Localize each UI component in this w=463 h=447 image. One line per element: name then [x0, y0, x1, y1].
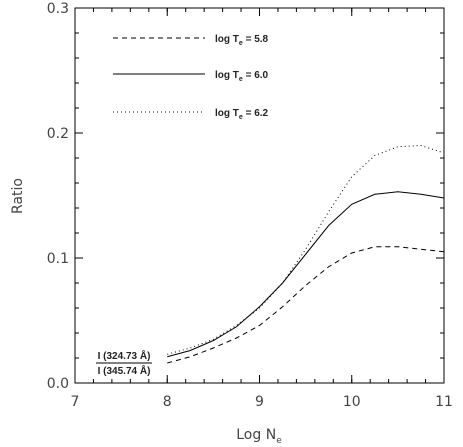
x-tick-label: 9: [255, 394, 264, 410]
legend-label-value: = 5.8: [243, 34, 269, 45]
x-axis-label: Log Ne: [236, 427, 282, 446]
x-tick-label: 8: [163, 394, 172, 410]
legend-label-subscript: e: [239, 40, 243, 47]
series-line-dashed: [167, 246, 445, 364]
y-tick-label: 0.1: [47, 251, 69, 267]
legend-label-name: log T: [215, 108, 239, 119]
series-layer: [167, 144, 445, 364]
legend-label: log Te = 6.2: [215, 108, 269, 121]
legend-label-name: log T: [215, 34, 239, 45]
plot-frame: [74, 7, 445, 384]
ratio-annotation: I (324.73 Å) I (345.74 Å): [96, 349, 152, 377]
ratio-denominator: I (345.74 Å): [98, 364, 151, 377]
legend-label-value: = 6.0: [243, 70, 269, 81]
legend-label-subscript: e: [239, 76, 243, 83]
x-axis-label-main: Log N: [236, 427, 276, 443]
y-tick-label: 0.2: [47, 126, 69, 142]
y-tick-label: 0.0: [47, 376, 69, 392]
y-axis-label: Ratio: [10, 178, 26, 214]
legend-label-name: log T: [215, 70, 239, 81]
x-axis-label-subscript: e: [276, 436, 282, 446]
legend-label: log Te = 5.8: [215, 34, 269, 47]
series-line-dotted: [167, 144, 445, 355]
legend-label-subscript: e: [239, 114, 243, 121]
series-line-solid: [167, 191, 445, 358]
x-axis: 7 8 9 10 11: [71, 8, 453, 410]
legend-label: log Te = 6.0: [215, 70, 269, 83]
ratio-numerator: I (324.73 Å): [98, 349, 151, 362]
x-tick-label: 7: [71, 394, 80, 410]
x-tick-label: 10: [343, 394, 361, 410]
y-tick-label: 0.3: [47, 1, 69, 17]
legend-label-value: = 6.2: [243, 108, 269, 119]
y-axis: 0.0 0.1 0.2 0.3: [47, 1, 444, 392]
x-tick-label: 11: [435, 394, 453, 410]
